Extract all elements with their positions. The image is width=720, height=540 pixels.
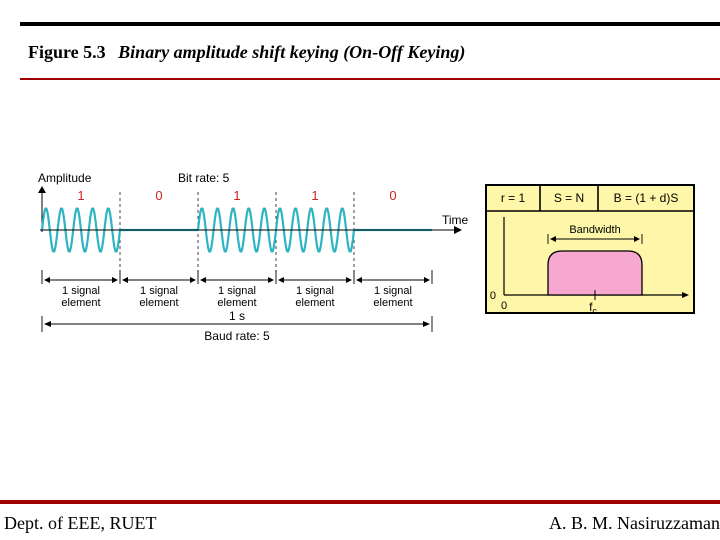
figure-label: Figure 5.3 [28, 42, 106, 62]
top-rule [20, 22, 720, 26]
bit-label: 1 [311, 188, 318, 203]
one-second-label: 1 s [229, 309, 245, 323]
seg-label-2: element [139, 297, 178, 309]
seg-label-2: element [61, 297, 100, 309]
seg-label-2: element [373, 297, 412, 309]
seg-label-2: element [295, 297, 334, 309]
footer-left: Dept. of EEE, RUET [4, 513, 156, 534]
bandwidth-shape [548, 251, 642, 295]
seg-label-1: 1 signal [218, 285, 256, 297]
eq-s: S = N [554, 191, 584, 205]
seg-label-2: element [217, 297, 256, 309]
bottom-rule [0, 500, 720, 504]
seg-label-1: 1 signal [296, 285, 334, 297]
mid-rule [20, 78, 720, 80]
eq-b: B = (1 + d)S [614, 191, 679, 205]
baudrate-label: Baud rate: 5 [204, 329, 270, 343]
bw-x0: 0 [501, 300, 507, 312]
amplitude-arrowhead [38, 186, 46, 193]
bit-label: 1 [233, 188, 240, 203]
figure-title: Figure 5.3 Binary amplitude shift keying… [28, 42, 465, 63]
diagram-area: AmplitudeBit rate: 510110Time1 signalele… [18, 165, 702, 375]
bit-label: 0 [155, 188, 162, 203]
diagram-svg: AmplitudeBit rate: 510110Time1 signalele… [18, 165, 702, 375]
seg-label-1: 1 signal [374, 285, 412, 297]
figure-caption: Binary amplitude shift keying (On-Off Ke… [118, 42, 465, 62]
bw-y0: 0 [490, 290, 496, 302]
footer-right: A. B. M. Nasiruzzaman [549, 513, 720, 534]
seg-label-1: 1 signal [62, 285, 100, 297]
eq-r: r = 1 [501, 191, 526, 205]
amplitude-label: Amplitude [38, 171, 92, 185]
bandwidth-label: Bandwidth [569, 224, 620, 236]
time-arrowhead [454, 226, 462, 234]
bitrate-label: Bit rate: 5 [178, 171, 230, 185]
time-label: Time [442, 213, 469, 227]
bit-label: 1 [77, 188, 84, 203]
seg-label-1: 1 signal [140, 285, 178, 297]
bit-label: 0 [389, 188, 396, 203]
